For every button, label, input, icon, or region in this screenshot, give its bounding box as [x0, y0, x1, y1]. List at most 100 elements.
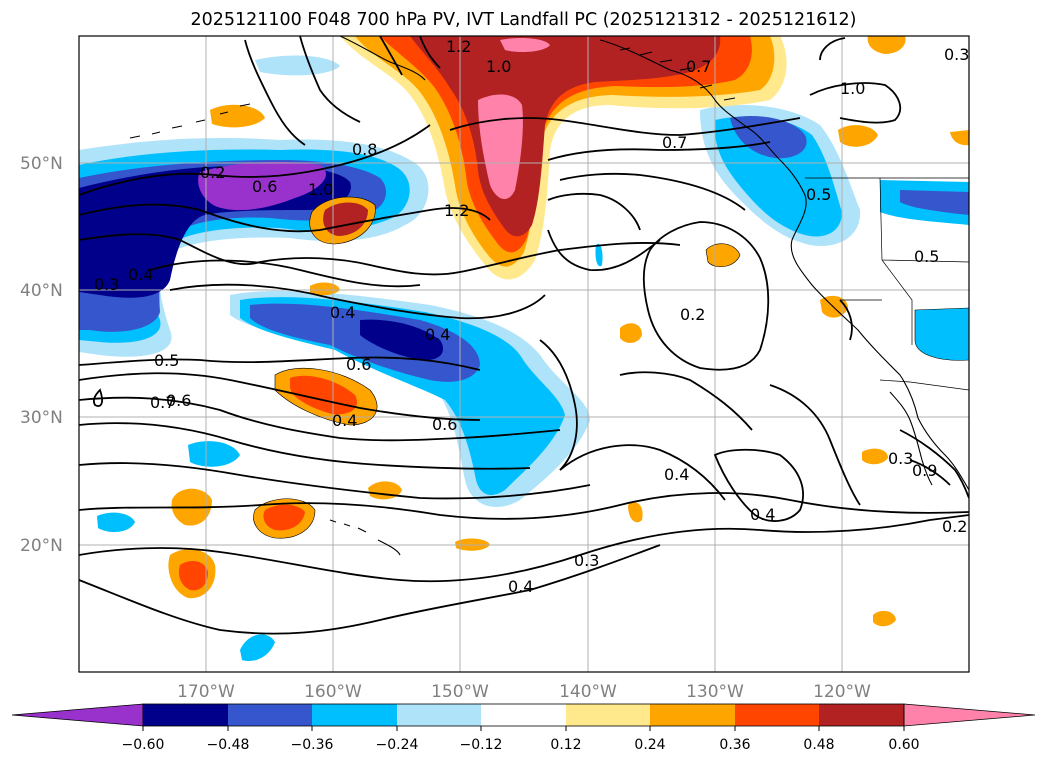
neg-blob-1 [97, 512, 135, 533]
contour-label: 0.5 [154, 351, 179, 370]
neg-central-core [360, 319, 444, 361]
canada-islands [619, 47, 736, 101]
colorbar-tick-label: 0.24 [634, 737, 665, 753]
colorbar-tick-label: 0.12 [550, 737, 581, 753]
pos-blob-8 [838, 125, 878, 147]
contour-label: 0.4 [425, 325, 450, 344]
colorbar-segment [819, 704, 904, 726]
aleutians [129, 103, 251, 139]
pos-blob-6 [210, 104, 265, 128]
pos-blob-5-core [178, 560, 208, 591]
alaska-coast [339, 36, 426, 81]
colorbar-segment [143, 704, 228, 726]
contour-label: 0.6 [432, 415, 457, 434]
map-frame [78, 35, 970, 673]
mexico-border [879, 379, 969, 391]
pos-blob-16 [873, 610, 896, 627]
colorbar-tick-label: 0.36 [719, 737, 750, 753]
neg-blob-2 [240, 634, 275, 662]
contour-label: 0.2 [680, 305, 705, 324]
colorbar-tick-label: −0.24 [376, 737, 419, 753]
contour-label: 0.4 [508, 577, 533, 596]
contour-label: 1.0 [486, 57, 511, 76]
contour-label: 0.4 [330, 303, 355, 322]
lon-tick-label: 130°W [686, 682, 744, 702]
colorbar-under-arrow [11, 703, 144, 727]
lat-tick-label: 20°N [20, 536, 63, 556]
contour-label: 0.6 [346, 355, 371, 374]
contour-labels: 1.2 1.0 0.7 1.0 0.2 0.8 0.6 1.0 1.2 0.7 … [94, 37, 969, 596]
contour-label: 0.6 [252, 177, 277, 196]
north-america-coast [599, 39, 969, 491]
lon-tick-label: 140°W [559, 682, 617, 702]
contour-label: 1.2 [446, 37, 471, 56]
colorbar-segment [228, 704, 312, 726]
lat-tick-label: 40°N [20, 281, 63, 301]
contour-label: 0.5 [806, 185, 831, 204]
neg-east-patch [915, 308, 969, 361]
contour-label: 0.4 [128, 265, 153, 284]
neg-blob-3 [188, 441, 240, 467]
colorbar-segment [566, 704, 650, 726]
colorbar: −0.60 −0.48 −0.36 −0.24 −0.12 0.12 0.24 … [11, 703, 1036, 753]
contour-label: 0.2 [942, 517, 967, 536]
colorbar-tick-label: −0.60 [122, 737, 165, 753]
contour-label: 1.0 [840, 79, 865, 98]
colorbar-segment [481, 704, 566, 726]
neg-inland-core [900, 190, 969, 215]
contour-label: 0.4 [750, 505, 775, 524]
contour-label: 0.3 [94, 275, 119, 294]
neg-central-inner [250, 303, 480, 382]
pos-blob-11 [620, 323, 642, 343]
fill-outlines [253, 196, 969, 539]
longitude-labels: 170°W 160°W 150°W 140°W 130°W 120°W [177, 682, 871, 702]
contour-label: 1.2 [444, 201, 469, 220]
colorbar-segment [735, 704, 819, 726]
contour-label: 0.6 [166, 391, 191, 410]
pv-contours [79, 36, 969, 635]
pos-blob-15 [862, 448, 888, 465]
contour-label: 0.8 [352, 140, 377, 159]
contour-label: 0.5 [914, 247, 939, 266]
contour-label: 1.0 [308, 180, 333, 199]
lon-tick-label: 170°W [177, 682, 235, 702]
colorbar-frame [142, 703, 905, 727]
lon-tick-label: 160°W [304, 682, 362, 702]
contour-label: 0.3 [888, 449, 913, 468]
contour-label: 0.7 [686, 57, 711, 76]
pos-blob-18 [950, 130, 969, 146]
map-panel [79, 36, 969, 672]
colorbar-tick-label: 0.60 [888, 737, 919, 753]
colorbar-ticks [142, 726, 905, 731]
neg-top-strip2 [255, 55, 340, 76]
colorbar-tick-label: −0.36 [291, 737, 334, 753]
contour-label: 0.7 [150, 393, 175, 412]
pos-top-core [500, 37, 550, 53]
colorbar-segment [397, 704, 481, 726]
contour-label: 0.4 [664, 465, 689, 484]
pos-plume-60 [410, 36, 721, 237]
colorbar-tick-label: 0.48 [803, 737, 834, 753]
us-border [805, 177, 969, 345]
lat-tick-label: 50°N [20, 154, 63, 174]
contour-label: 0.7 [662, 133, 687, 152]
colorbar-segment [650, 704, 735, 726]
gridlines [79, 36, 969, 672]
lat-tick-label: 30°N [20, 408, 63, 428]
colorbar-over-arrow [903, 703, 1036, 727]
colorbar-segment [312, 704, 397, 726]
colorbar-tick-label: −0.12 [460, 737, 503, 753]
pos-blob-7 [867, 36, 906, 54]
neg-blob-4 [595, 243, 603, 267]
colorbar-tick-label: −0.48 [207, 737, 250, 753]
contour-label: 0.9 [912, 461, 937, 480]
neg-central-mid [240, 297, 565, 495]
contour-label: 0.3 [944, 45, 969, 64]
contour-label: 0.2 [200, 163, 225, 182]
contour-label: 0.4 [332, 411, 357, 430]
contour-label: 0.3 [574, 551, 599, 570]
chart-title: 2025121100 F048 700 hPa PV, IVT Landfall… [190, 10, 857, 30]
hawaii-islands [329, 519, 401, 556]
pos-blob-3-core [263, 504, 305, 531]
